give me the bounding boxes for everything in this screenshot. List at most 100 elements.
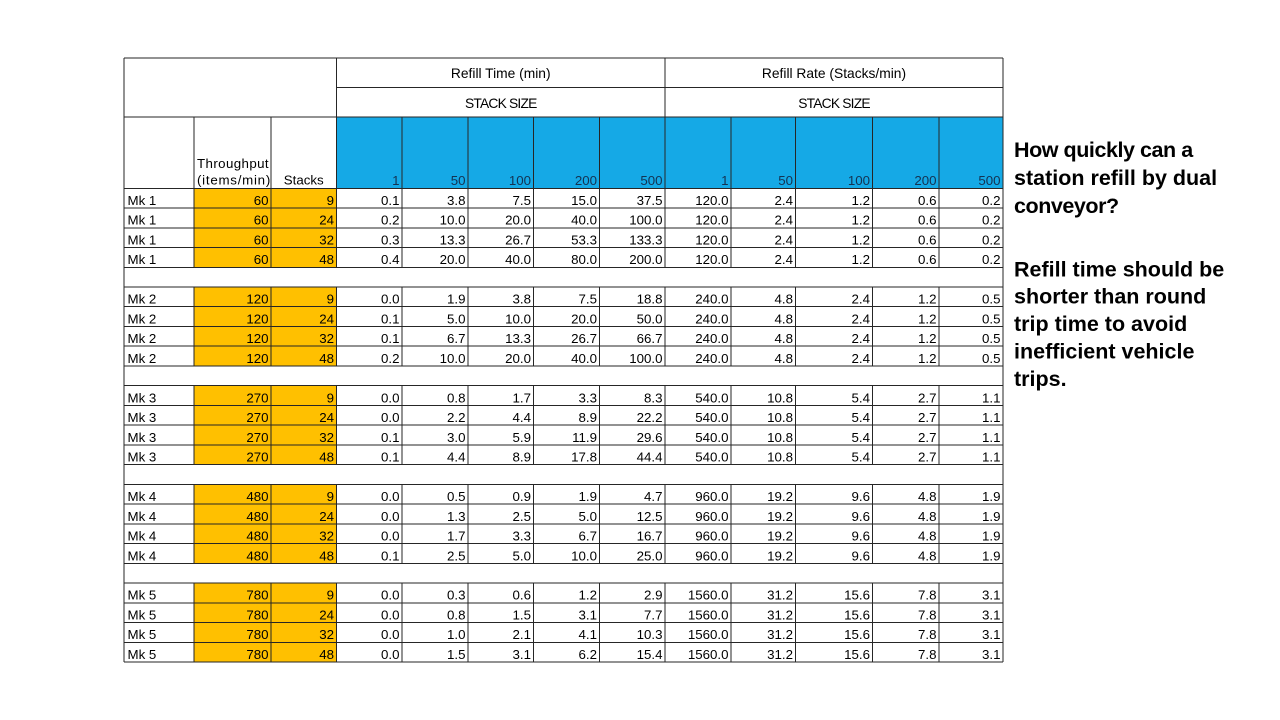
svg-text:4.7: 4.7 (644, 489, 663, 504)
svg-text:shorter than round: shorter than round (1014, 285, 1206, 309)
svg-text:4.1: 4.1 (579, 627, 598, 642)
svg-text:6.7: 6.7 (447, 331, 466, 346)
svg-text:13.3: 13.3 (440, 232, 466, 247)
svg-text:2.7: 2.7 (918, 390, 937, 405)
svg-text:1.2: 1.2 (579, 588, 598, 603)
svg-text:5.0: 5.0 (447, 311, 466, 326)
svg-text:50.0: 50.0 (637, 311, 663, 326)
svg-text:Mk 5: Mk 5 (128, 588, 157, 603)
svg-text:3.8: 3.8 (447, 193, 466, 208)
svg-text:10.8: 10.8 (767, 450, 793, 465)
svg-text:26.7: 26.7 (571, 331, 597, 346)
svg-text:2.4: 2.4 (852, 311, 871, 326)
svg-text:500: 500 (640, 173, 662, 188)
svg-text:0.5: 0.5 (447, 489, 466, 504)
svg-text:0.0: 0.0 (381, 647, 400, 662)
svg-text:0.5: 0.5 (982, 331, 1001, 346)
svg-text:780: 780 (246, 627, 268, 642)
svg-text:32: 32 (319, 430, 334, 445)
svg-text:3.3: 3.3 (513, 529, 532, 544)
svg-text:9: 9 (327, 193, 334, 208)
svg-text:8.3: 8.3 (644, 390, 663, 405)
svg-text:8.9: 8.9 (579, 410, 598, 425)
svg-text:Mk 1: Mk 1 (128, 232, 157, 247)
svg-text:1.2: 1.2 (918, 351, 937, 366)
svg-text:1.9: 1.9 (982, 509, 1001, 524)
svg-text:200: 200 (575, 173, 597, 188)
svg-text:0.1: 0.1 (381, 450, 400, 465)
svg-text:960.0: 960.0 (695, 529, 728, 544)
svg-text:31.2: 31.2 (767, 627, 793, 642)
svg-text:2.4: 2.4 (775, 193, 794, 208)
svg-text:15.6: 15.6 (844, 607, 870, 622)
svg-text:2.4: 2.4 (852, 292, 871, 307)
svg-text:2.4: 2.4 (775, 232, 794, 247)
svg-text:0.6: 0.6 (918, 232, 937, 247)
svg-text:2.9: 2.9 (644, 588, 663, 603)
svg-text:20.0: 20.0 (505, 213, 531, 228)
svg-text:Mk 4: Mk 4 (128, 548, 157, 563)
svg-text:9.6: 9.6 (852, 509, 871, 524)
svg-text:Throughput: Throughput (197, 156, 269, 171)
svg-text:44.4: 44.4 (637, 450, 663, 465)
svg-text:2.5: 2.5 (513, 509, 532, 524)
svg-text:6.2: 6.2 (579, 647, 598, 662)
svg-text:0.0: 0.0 (381, 588, 400, 603)
svg-text:4.8: 4.8 (918, 509, 937, 524)
svg-text:Mk 4: Mk 4 (128, 489, 157, 504)
svg-text:3.0: 3.0 (447, 430, 466, 445)
svg-text:0.2: 0.2 (982, 252, 1001, 267)
svg-text:5.4: 5.4 (852, 390, 871, 405)
svg-text:0.5: 0.5 (982, 311, 1001, 326)
svg-text:10.0: 10.0 (505, 311, 531, 326)
svg-text:0.1: 0.1 (381, 311, 400, 326)
svg-text:9: 9 (327, 489, 334, 504)
svg-text:270: 270 (246, 450, 268, 465)
svg-text:(items/min): (items/min) (197, 172, 271, 187)
svg-text:120: 120 (246, 311, 268, 326)
svg-text:5.0: 5.0 (513, 548, 532, 563)
svg-text:24: 24 (319, 509, 334, 524)
svg-text:conveyor?: conveyor? (1014, 194, 1119, 218)
svg-text:80.0: 80.0 (571, 252, 597, 267)
svg-text:4.4: 4.4 (447, 450, 466, 465)
svg-text:1.2: 1.2 (852, 213, 871, 228)
svg-text:Mk 3: Mk 3 (128, 410, 157, 425)
svg-text:0.2: 0.2 (381, 213, 400, 228)
svg-text:9: 9 (327, 588, 334, 603)
svg-text:2.7: 2.7 (918, 430, 937, 445)
svg-text:1.9: 1.9 (982, 529, 1001, 544)
svg-text:120.0: 120.0 (695, 252, 728, 267)
svg-text:270: 270 (246, 410, 268, 425)
svg-text:133.3: 133.3 (629, 232, 662, 247)
svg-text:7.5: 7.5 (579, 292, 598, 307)
svg-text:Mk 2: Mk 2 (128, 351, 157, 366)
svg-text:120.0: 120.0 (695, 193, 728, 208)
svg-text:Stacks: Stacks (284, 172, 324, 187)
svg-text:270: 270 (246, 390, 268, 405)
svg-text:0.0: 0.0 (381, 292, 400, 307)
svg-text:0.4: 0.4 (381, 252, 400, 267)
svg-text:100: 100 (509, 173, 531, 188)
svg-text:780: 780 (246, 607, 268, 622)
svg-text:48: 48 (319, 450, 334, 465)
svg-text:Mk 5: Mk 5 (128, 607, 157, 622)
svg-text:Refill time should be: Refill time should be (1014, 257, 1224, 281)
svg-text:0.2: 0.2 (982, 232, 1001, 247)
svg-text:32: 32 (319, 529, 334, 544)
svg-text:0.6: 0.6 (918, 213, 937, 228)
svg-text:240.0: 240.0 (695, 311, 728, 326)
svg-text:1.2: 1.2 (918, 311, 937, 326)
svg-text:0.0: 0.0 (381, 410, 400, 425)
svg-text:8.9: 8.9 (513, 450, 532, 465)
svg-text:0.5: 0.5 (982, 351, 1001, 366)
svg-text:100.0: 100.0 (629, 213, 662, 228)
svg-text:5.0: 5.0 (579, 509, 598, 524)
svg-text:48: 48 (319, 548, 334, 563)
svg-text:3.1: 3.1 (982, 647, 1001, 662)
svg-text:53.3: 53.3 (571, 232, 597, 247)
svg-text:1.1: 1.1 (982, 430, 1001, 445)
svg-text:19.2: 19.2 (767, 529, 793, 544)
svg-text:Mk 1: Mk 1 (128, 213, 157, 228)
svg-text:1560.0: 1560.0 (688, 627, 729, 642)
